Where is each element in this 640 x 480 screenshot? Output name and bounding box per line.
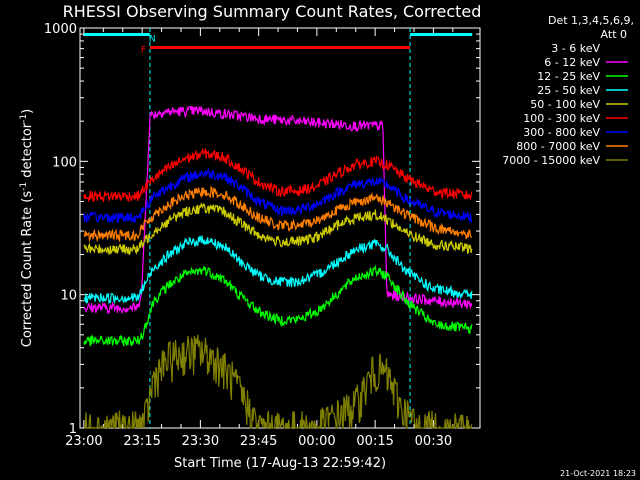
legend-label: 300 - 800 keV: [523, 126, 600, 139]
legend-label: 100 - 300 keV: [523, 112, 600, 125]
x-tick-label: 00:30: [415, 434, 452, 449]
night-flag-label: N: [149, 34, 156, 44]
x-tick-label: 00:15: [356, 434, 393, 449]
series-line: [83, 334, 473, 430]
y-tick-label: 1000: [44, 22, 77, 37]
series-line: [83, 105, 473, 315]
legend-label: 25 - 50 keV: [537, 84, 600, 97]
series-line: [83, 201, 473, 256]
series-line: [83, 264, 473, 347]
legend-label: 800 - 7000 keV: [516, 140, 600, 153]
legend-header-line-1: Det 1,3,4,5,6,9,: [548, 14, 634, 27]
flare-flag-label: F: [141, 45, 146, 55]
series-layer: [83, 105, 473, 430]
legend-label: 7000 - 15000 keV: [502, 154, 600, 167]
x-tick-label: 00:00: [298, 434, 335, 449]
legend-label: 3 - 6 keV: [551, 42, 600, 55]
series-line: [83, 110, 473, 402]
x-tick-label: 23:45: [240, 434, 277, 449]
x-tick-label: 23:00: [65, 434, 102, 449]
series-line: [83, 167, 473, 224]
legend-label: 6 - 12 keV: [544, 56, 600, 69]
y-tick-label: 10: [60, 289, 77, 304]
x-axis-label: Start Time (17-Aug-13 22:59:42): [174, 456, 386, 471]
y-axis-label: Corrected Count Rate (s-1 detector-1): [19, 109, 35, 347]
generation-timestamp: 21-Oct-2021 18:23: [560, 469, 636, 478]
series-line: [83, 147, 473, 204]
series-line: [83, 185, 472, 243]
y-tick-label: 1: [69, 422, 77, 437]
annotation-layer: FN: [83, 28, 473, 428]
x-tick-label: 23:15: [123, 434, 160, 449]
x-tick-label: 23:30: [182, 434, 219, 449]
legend-label: 12 - 25 keV: [537, 70, 600, 83]
legend-label: 50 - 100 keV: [530, 98, 600, 111]
legend-header-line-2: Att 0: [601, 28, 627, 41]
chart-title: RHESSI Observing Summary Count Rates, Co…: [63, 2, 482, 21]
y-tick-label: 100: [52, 155, 77, 170]
series-line: [83, 235, 473, 305]
